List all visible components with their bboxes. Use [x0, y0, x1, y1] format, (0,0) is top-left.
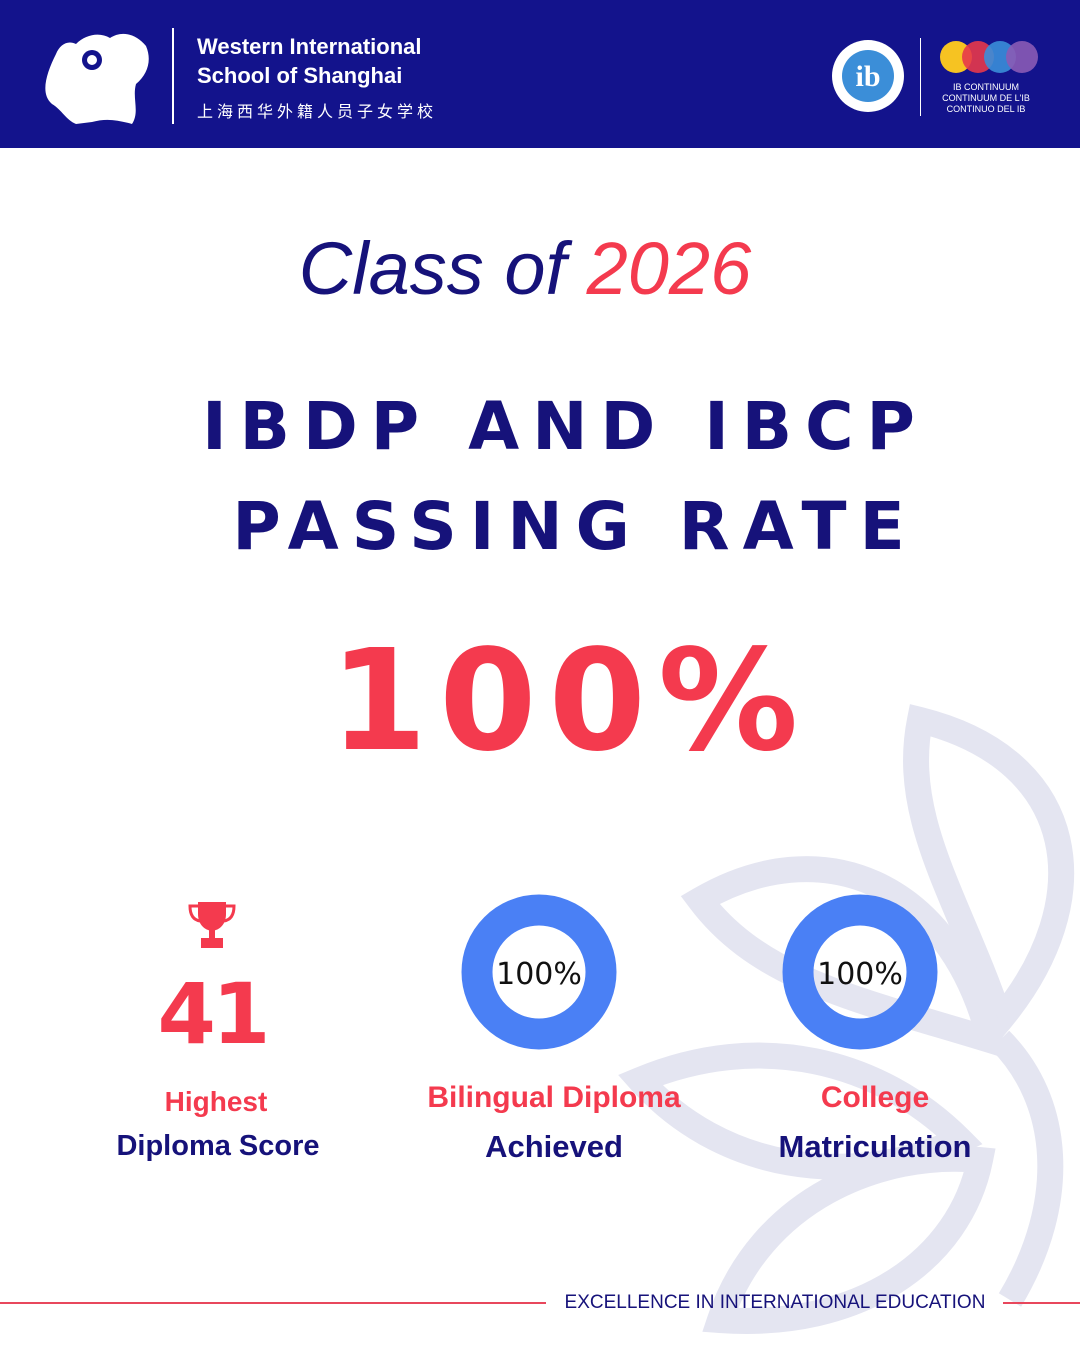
school-crest	[45, 33, 149, 124]
footer-rule	[1003, 1302, 1080, 1304]
stat-label: College	[820, 1081, 930, 1114]
title-line: IBDP AND IBCP	[202, 388, 928, 465]
ib-continuum-logo	[940, 41, 1038, 73]
title-line: PASSING RATE	[232, 488, 918, 565]
divider	[920, 38, 921, 116]
footer-rule	[0, 1302, 546, 1304]
ib-caption: CONTINUO DEL IB	[946, 104, 1026, 114]
stat-label: Matriculation	[778, 1129, 972, 1164]
stat-label: Bilingual Diploma	[427, 1081, 681, 1114]
trophy-icon	[188, 902, 236, 948]
stat-label: Highest	[164, 1086, 268, 1117]
header-bar: Western International School of Shanghai…	[0, 0, 1080, 148]
class-label: Class of	[298, 227, 567, 310]
passing-rate: 100%	[329, 620, 811, 783]
school-name: School of Shanghai	[197, 63, 403, 88]
ib-mark: ib	[855, 60, 880, 93]
flower-outline	[618, 704, 1075, 1334]
class-heading: Class of 2026	[0, 226, 1050, 311]
ib-caption: CONTINUUM DE L'IB	[942, 93, 1030, 103]
stat-label: Diploma Score	[116, 1130, 320, 1162]
stat-label: Achieved	[485, 1129, 623, 1164]
school-name: Western International	[197, 34, 422, 59]
ib-logo: ib	[832, 40, 904, 112]
donut-label: 100%	[817, 957, 903, 992]
ib-caption: IB CONTINUUM	[953, 82, 1019, 92]
class-year: 2026	[586, 227, 752, 310]
footer-tagline: EXCELLENCE IN INTERNATIONAL EDUCATION	[564, 1292, 986, 1313]
school-name-chinese: 上海西华外籍人员子女学校	[197, 102, 438, 121]
donut: 100%	[782, 894, 938, 1050]
donut: 100%	[461, 894, 617, 1050]
donut-label: 100%	[496, 957, 582, 992]
stat-value: 41	[157, 965, 271, 1063]
divider	[172, 28, 174, 124]
